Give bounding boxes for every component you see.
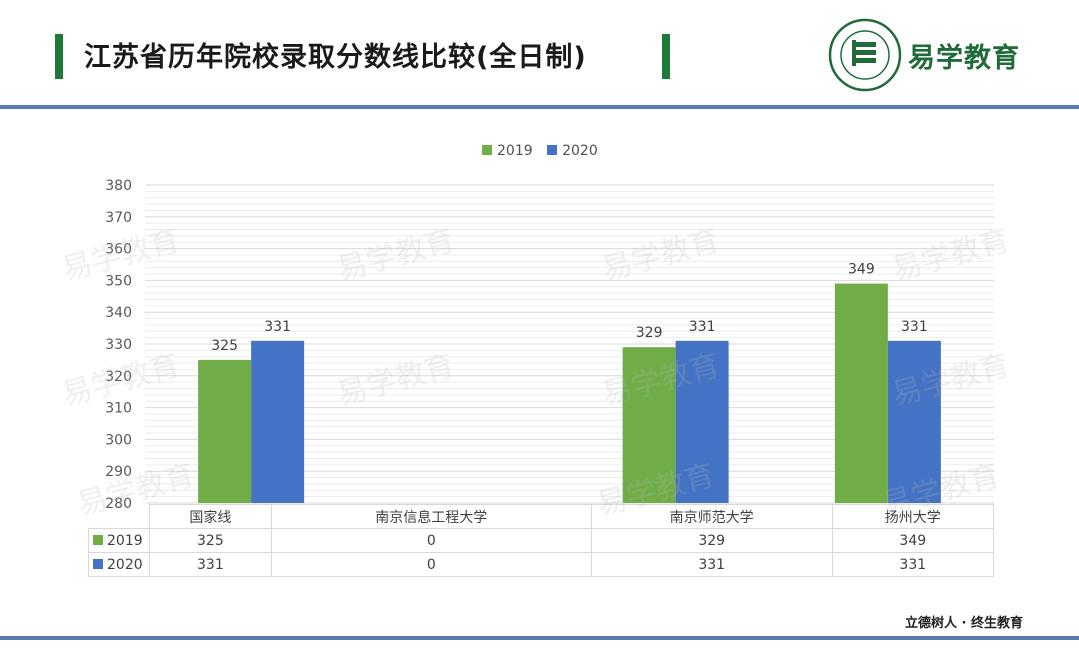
legend-swatch-2019 <box>482 145 492 155</box>
page-title: 江苏省历年院校录取分数线比较(全日制) <box>84 42 587 73</box>
top-divider <box>0 105 1079 109</box>
table-header-cell: 扬州大学 <box>831 504 995 529</box>
y-tick-label: 360 <box>105 242 132 258</box>
bar <box>887 340 941 503</box>
table-row-label: 2019 <box>88 528 150 553</box>
y-tick-label: 330 <box>105 337 132 353</box>
book-logo-icon <box>828 18 902 92</box>
title-accent-right <box>662 34 670 79</box>
table-series-name: 2019 <box>107 532 143 549</box>
y-tick-label: 350 <box>105 273 132 289</box>
y-tick-label: 340 <box>105 305 132 321</box>
table-header-cell: 国家线 <box>149 504 272 529</box>
table-row: 2019 325 0 329 349 <box>88 528 995 553</box>
data-label: 331 <box>901 319 928 335</box>
y-tick-label: 380 <box>105 178 132 194</box>
table-header-cell: 南京师范大学 <box>590 504 833 529</box>
footer-motto: 立德树人 · 终生教育 <box>905 616 1023 631</box>
bar <box>251 340 305 503</box>
data-label: 325 <box>211 338 238 354</box>
table-corner <box>88 504 150 529</box>
brand-name: 易学教育 <box>908 43 1020 74</box>
table-cell: 0 <box>270 552 592 577</box>
bar <box>675 340 729 503</box>
y-tick-label: 290 <box>105 464 132 480</box>
data-label: 349 <box>848 262 875 278</box>
table-cell: 331 <box>590 552 833 577</box>
table-cell: 331 <box>149 552 272 577</box>
table-row: 2020 331 0 331 331 <box>88 552 995 577</box>
legend-item-2019: 2019 <box>482 143 533 159</box>
data-label: 329 <box>636 325 663 341</box>
y-tick-label: 300 <box>105 432 132 448</box>
table-cell: 329 <box>590 528 833 553</box>
bar <box>198 359 252 503</box>
header: 江苏省历年院校录取分数线比较(全日制) 易学教育 <box>0 0 1079 104</box>
table-header-cell: 南京信息工程大学 <box>270 504 592 529</box>
table-swatch-2019 <box>93 534 103 545</box>
chart-data-table: 国家线 南京信息工程大学 南京师范大学 扬州大学 2019 325 0 329 … <box>88 504 995 577</box>
table-row-label: 2020 <box>88 552 150 577</box>
data-label: 331 <box>264 319 291 335</box>
bottom-divider <box>0 636 1079 640</box>
data-label: 331 <box>689 319 716 335</box>
table-cell: 325 <box>149 528 272 553</box>
title-accent-left <box>55 34 63 79</box>
legend-label-2019: 2019 <box>497 143 533 159</box>
table-swatch-2020 <box>93 558 103 569</box>
legend-label-2020: 2020 <box>562 143 598 159</box>
bar <box>834 283 888 503</box>
y-tick-label: 320 <box>105 369 132 385</box>
table-cell: 0 <box>270 528 592 553</box>
table-header-row: 国家线 南京信息工程大学 南京师范大学 扬州大学 <box>88 504 995 529</box>
legend-swatch-2020 <box>547 145 558 155</box>
table-cell: 349 <box>831 528 995 553</box>
y-tick-label: 370 <box>105 210 132 226</box>
y-tick-label: 310 <box>105 401 132 417</box>
legend-item-2020: 2020 <box>547 143 598 159</box>
bar <box>622 347 676 503</box>
bottom-strip <box>0 640 1079 654</box>
table-cell: 331 <box>831 552 995 577</box>
table-series-name: 2020 <box>107 556 143 573</box>
chart-legend: 2019 2020 <box>482 143 608 159</box>
